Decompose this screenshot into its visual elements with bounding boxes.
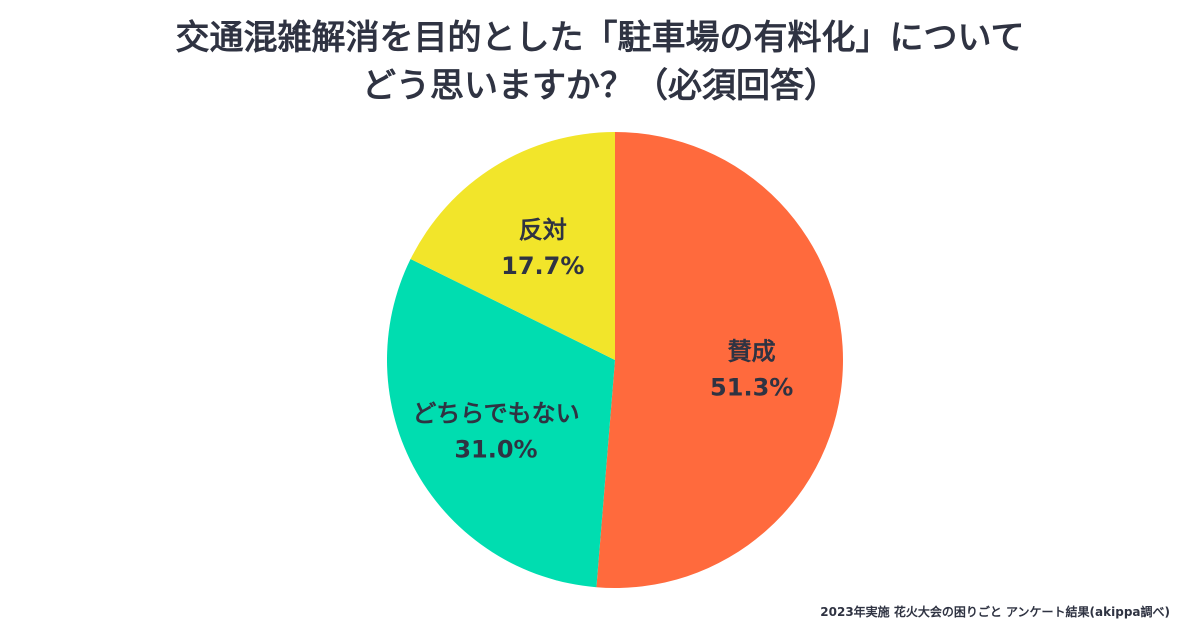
pie-chart-svg: 賛成 51.3% どちらでもない 31.0% 反対 17.7% — [387, 131, 843, 588]
source-note: 2023年実施 花火大会の困りごと アンケート結果(akippa調べ) — [820, 605, 1170, 619]
chart-title: 交通混雑解消を目的とした「駐車場の有料化」について どう思いますか？（必須回答） — [0, 14, 1200, 110]
pie-slice-value-1: 31.0% — [454, 435, 537, 463]
pie-slice-2 — [410, 131, 615, 360]
pie-slice-label-0: 賛成 — [728, 338, 776, 366]
pie-slice-1 — [387, 259, 615, 588]
pie-slice-value-2: 17.7% — [501, 252, 584, 280]
pie-slice-label-1: どちらでもない — [412, 399, 579, 427]
pie-chart: 賛成 51.3% どちらでもない 31.0% 反対 17.7% — [370, 120, 860, 600]
pie-labels: 賛成 51.3% どちらでもない 31.0% 反対 17.7% — [412, 216, 793, 464]
pie-slice-label-2: 反対 — [519, 216, 567, 244]
chart-title-line-1: 交通混雑解消を目的とした「駐車場の有料化」について — [175, 18, 1025, 58]
chart-title-line-2: どう思いますか？（必須回答） — [362, 66, 838, 106]
pie-slice-value-0: 51.3% — [710, 374, 793, 402]
pie-slice-0 — [596, 132, 843, 588]
